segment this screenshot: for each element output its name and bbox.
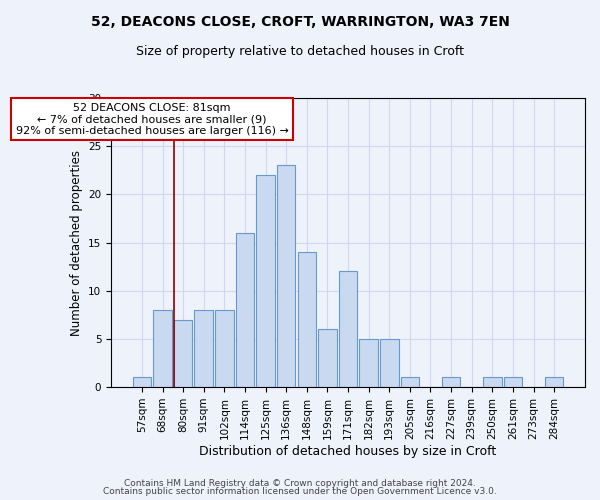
Bar [483,378,502,387]
Bar [133,378,151,387]
Text: Contains public sector information licensed under the Open Government Licence v3: Contains public sector information licen… [103,487,497,496]
Bar [318,330,337,387]
Bar [236,233,254,387]
Bar [359,339,378,387]
Bar [339,272,358,387]
Bar [256,175,275,387]
Bar [298,252,316,387]
Y-axis label: Number of detached properties: Number of detached properties [70,150,83,336]
Bar [442,378,460,387]
Bar [215,310,233,387]
Text: 52, DEACONS CLOSE, CROFT, WARRINGTON, WA3 7EN: 52, DEACONS CLOSE, CROFT, WARRINGTON, WA… [91,15,509,29]
Bar [277,166,295,387]
Text: 52 DEACONS CLOSE: 81sqm
← 7% of detached houses are smaller (9)
92% of semi-deta: 52 DEACONS CLOSE: 81sqm ← 7% of detached… [16,103,289,136]
Bar [380,339,398,387]
Text: Contains HM Land Registry data © Crown copyright and database right 2024.: Contains HM Land Registry data © Crown c… [124,478,476,488]
Bar [503,378,522,387]
Bar [401,378,419,387]
Bar [153,310,172,387]
Bar [545,378,563,387]
Text: Size of property relative to detached houses in Croft: Size of property relative to detached ho… [136,45,464,58]
Bar [194,310,213,387]
X-axis label: Distribution of detached houses by size in Croft: Distribution of detached houses by size … [199,444,497,458]
Bar [174,320,193,387]
